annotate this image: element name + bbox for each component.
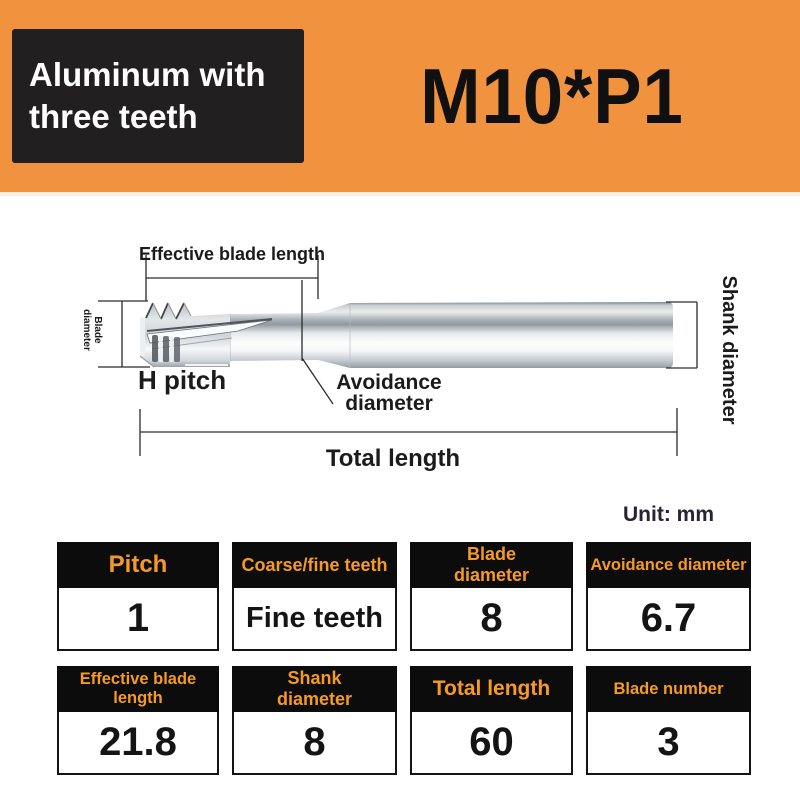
effective-length-dimension	[145, 255, 319, 301]
tool-shank-body	[230, 302, 673, 368]
spec-coarse-fine-teeth-header: Coarse/fine teeth	[232, 542, 397, 588]
spec-effective-blade-length-header: Effective blade length	[57, 666, 219, 712]
spec-blade-number-value: 3	[586, 712, 751, 775]
head-front-facet	[140, 317, 145, 357]
dimension-lines	[98, 255, 698, 456]
shank-diameter-label: Shank diameter	[718, 276, 740, 425]
flute-grooves	[152, 335, 180, 362]
head-bottom-highlight	[185, 364, 228, 366]
total-length-dimension	[139, 408, 678, 456]
spec-coarse-fine-teeth-value: Fine teeth	[232, 588, 397, 651]
spec-effective-blade-length-value: 21.8	[57, 712, 219, 775]
hero-banner: Aluminum with three teeth M10*P1	[0, 0, 800, 196]
spec-blade-diameter-value: 8	[410, 588, 573, 651]
tool-drawing	[139, 302, 673, 368]
tool-dimension-diagram: Effective blade length H pitch Blade dia…	[81, 244, 740, 472]
spec-shank-diameter-header: Shank diameter	[232, 666, 397, 712]
spec-avoidance-diameter-value: 6.7	[586, 588, 751, 651]
spec-blade-diameter: Blade diameter 8	[410, 542, 573, 651]
h-pitch-label: H pitch	[138, 365, 226, 395]
blade-diameter-label-line2: diameter	[81, 309, 92, 351]
flute-dark-edge	[146, 318, 273, 332]
spec-total-length-value: 60	[410, 712, 573, 775]
spec-table: Pitch 1 Coarse/fine teeth Fine teeth Bla…	[57, 542, 751, 775]
badge-line-2: three teeth	[29, 98, 198, 135]
blade-diameter-dimension	[98, 300, 150, 368]
spec-pitch-header: Pitch	[57, 542, 219, 588]
blade-diameter-label-line1: Blade	[92, 316, 103, 344]
avoidance-diameter-label-line1: Avoidance	[336, 371, 441, 394]
effective-blade-length-label: Effective blade length	[139, 244, 325, 264]
total-length-label: Total length	[326, 445, 460, 472]
spec-total-length-header: Total length	[410, 666, 573, 712]
unit-label: Unit: mm	[623, 503, 714, 526]
spec-blade-number: Blade number 3	[586, 666, 751, 775]
spec-effective-blade-length: Effective blade length 21.8	[57, 666, 219, 775]
teeth-highlights	[152, 302, 192, 320]
spec-blade-number-header: Blade number	[586, 666, 751, 712]
teeth-edges	[145, 302, 185, 320]
spec-blade-diameter-header: Blade diameter	[410, 542, 573, 588]
spec-avoidance-diameter-header: Avoidance diameter	[586, 542, 751, 588]
material-badge: Aluminum with three teeth	[12, 29, 304, 163]
spec-pitch-value: 1	[57, 588, 219, 651]
spec-total-length: Total length 60	[410, 666, 573, 775]
shank-diameter-dimension	[666, 301, 698, 369]
spec-coarse-fine-teeth: Coarse/fine teeth Fine teeth	[232, 542, 397, 651]
spec-avoidance-diameter: Avoidance diameter 6.7	[586, 542, 751, 651]
avoidance-diameter-leader	[301, 280, 334, 405]
avoidance-diameter-label-line2: diameter	[345, 392, 433, 415]
product-model-title: M10*P1	[420, 51, 684, 140]
head-chamfer-edge	[139, 355, 155, 368]
spec-pitch: Pitch 1	[57, 542, 219, 651]
badge-line-1: Aluminum with	[29, 56, 266, 94]
spec-shank-diameter-value: 8	[232, 712, 397, 775]
spec-shank-diameter: Shank diameter 8	[232, 666, 397, 775]
